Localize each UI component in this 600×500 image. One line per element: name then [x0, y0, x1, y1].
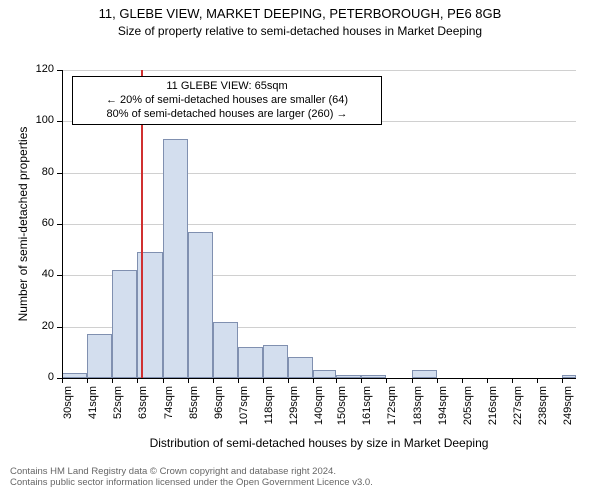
histogram-bar [112, 270, 137, 378]
info-line-1: 11 GLEBE VIEW: 65sqm [81, 80, 373, 94]
y-tick-label: 120 [36, 63, 54, 75]
x-tick-mark [437, 378, 438, 383]
histogram-bar [213, 322, 238, 378]
x-tick-mark [263, 378, 264, 383]
info-line-3: 80% of semi-detached houses are larger (… [81, 108, 373, 122]
info-line-2: ← 20% of semi-detached houses are smalle… [81, 94, 373, 108]
x-tick-mark [512, 378, 513, 383]
x-tick-mark [163, 378, 164, 383]
x-tick-label: 140sqm [313, 386, 325, 436]
x-axis-title: Distribution of semi-detached houses by … [62, 436, 576, 450]
y-tick-label: 0 [48, 371, 54, 383]
x-tick-mark [462, 378, 463, 383]
x-axis-line [62, 378, 576, 379]
x-tick-label: 183sqm [412, 386, 424, 436]
x-tick-mark [562, 378, 563, 383]
x-tick-label: 30sqm [62, 386, 74, 436]
x-tick-mark [112, 378, 113, 383]
y-tick-label: 20 [42, 320, 54, 332]
x-tick-mark [62, 378, 63, 383]
y-tick-label: 60 [42, 217, 54, 229]
x-tick-label: 107sqm [238, 386, 250, 436]
chart-container: 11, GLEBE VIEW, MARKET DEEPING, PETERBOR… [0, 0, 600, 500]
x-tick-label: 129sqm [288, 386, 300, 436]
x-tick-label: 216sqm [487, 386, 499, 436]
x-tick-label: 63sqm [137, 386, 149, 436]
grid-line [62, 224, 576, 225]
x-tick-label: 249sqm [562, 386, 574, 436]
x-tick-label: 52sqm [112, 386, 124, 436]
x-tick-mark [288, 378, 289, 383]
histogram-bar [263, 345, 288, 378]
y-tick-label: 100 [36, 114, 54, 126]
x-tick-label: 161sqm [361, 386, 373, 436]
x-tick-label: 96sqm [213, 386, 225, 436]
x-tick-label: 74sqm [163, 386, 175, 436]
grid-line [62, 173, 576, 174]
x-tick-mark [412, 378, 413, 383]
title-line-1: 11, GLEBE VIEW, MARKET DEEPING, PETERBOR… [0, 6, 600, 21]
x-tick-mark [336, 378, 337, 383]
x-tick-label: 194sqm [437, 386, 449, 436]
y-tick-label: 40 [42, 268, 54, 280]
x-tick-label: 41sqm [87, 386, 99, 436]
footer: Contains HM Land Registry data © Crown c… [10, 466, 373, 488]
histogram-bar [188, 232, 213, 378]
info-box: 11 GLEBE VIEW: 65sqm ← 20% of semi-detac… [72, 76, 382, 125]
x-tick-mark [361, 378, 362, 383]
x-tick-label: 205sqm [462, 386, 474, 436]
x-tick-mark [386, 378, 387, 383]
x-tick-label: 118sqm [263, 386, 275, 436]
x-tick-label: 150sqm [336, 386, 348, 436]
histogram-bar [313, 370, 336, 378]
x-tick-mark [313, 378, 314, 383]
x-tick-mark [487, 378, 488, 383]
x-tick-mark [213, 378, 214, 383]
x-tick-label: 238sqm [537, 386, 549, 436]
x-tick-mark [137, 378, 138, 383]
x-tick-mark [188, 378, 189, 383]
y-axis-title: Number of semi-detached properties [16, 114, 30, 334]
y-tick-label: 80 [42, 166, 54, 178]
histogram-bar [238, 347, 263, 378]
histogram-bar [163, 139, 188, 378]
histogram-bar [288, 357, 313, 378]
title-line-2: Size of property relative to semi-detach… [0, 24, 600, 38]
x-tick-mark [537, 378, 538, 383]
x-tick-label: 85sqm [188, 386, 200, 436]
grid-line [62, 70, 576, 71]
y-axis-line [62, 70, 63, 378]
footer-line-2: Contains public sector information licen… [10, 477, 373, 488]
x-tick-label: 227sqm [512, 386, 524, 436]
x-tick-mark [87, 378, 88, 383]
footer-line-1: Contains HM Land Registry data © Crown c… [10, 466, 373, 477]
histogram-bar [87, 334, 112, 378]
x-tick-label: 172sqm [386, 386, 398, 436]
histogram-bar [412, 370, 437, 378]
x-tick-mark [238, 378, 239, 383]
